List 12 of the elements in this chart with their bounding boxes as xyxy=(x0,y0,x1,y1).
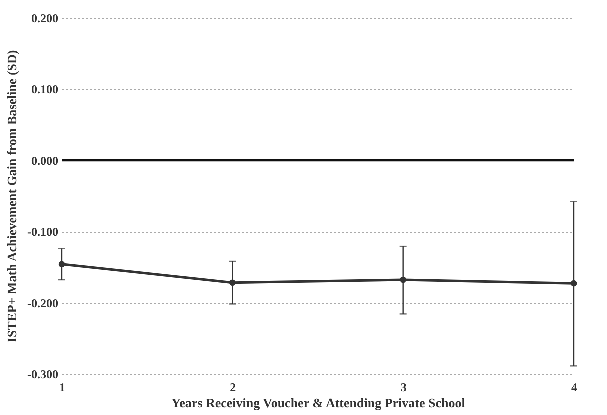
x-tick-label: 3 xyxy=(400,380,407,394)
x-tick-label: 2 xyxy=(230,380,236,394)
y-tick-label: 0.100 xyxy=(32,82,58,97)
y-tick-label: -0.100 xyxy=(28,225,58,240)
x-tick-label: 1 xyxy=(60,380,66,394)
x-axis-title: Years Receiving Voucher & Attending Private School xyxy=(172,396,466,410)
y-tick-label: -0.300 xyxy=(28,368,58,382)
y-axis-title: ISTEP+ Math Achievement Gain from Baseline (SD) xyxy=(4,50,20,343)
y-tick-label: -0.200 xyxy=(28,296,58,310)
x-tick-label: 4 xyxy=(572,380,578,394)
y-tick-label: 0.000 xyxy=(32,154,58,168)
y-tick-label: 0.200 xyxy=(32,12,58,26)
